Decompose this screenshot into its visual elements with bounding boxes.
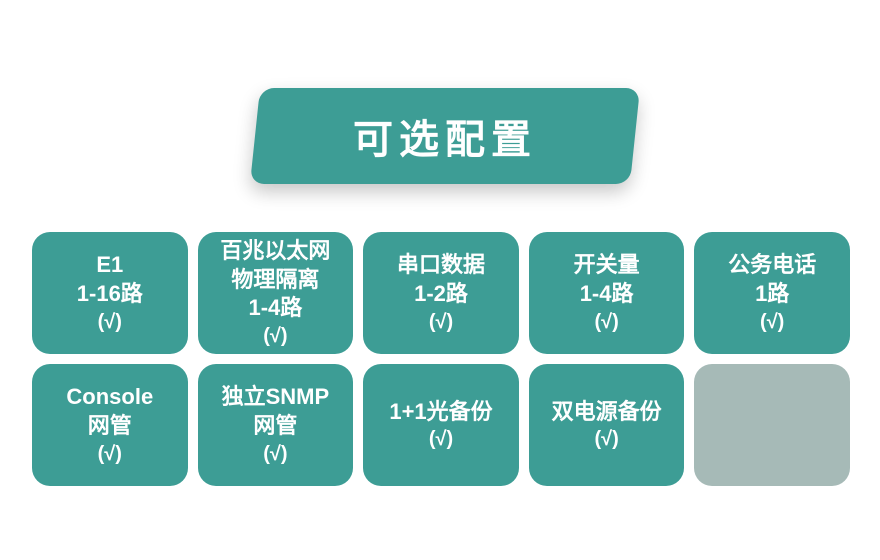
header-box: 可选配置 (250, 88, 640, 184)
card-line: E1 (96, 251, 123, 280)
header-title: 可选配置 (353, 107, 537, 165)
card-check: (√) (760, 309, 784, 335)
card-line: 网管 (253, 412, 297, 441)
option-card-1: 百兆以太网 物理隔离 1-4路 (√) (198, 232, 354, 354)
card-check: (√) (429, 426, 453, 452)
option-card-6: 独立SNMP 网管 (√) (198, 364, 354, 486)
card-check: (√) (594, 309, 618, 335)
card-check: (√) (263, 441, 287, 467)
card-line: Console (66, 383, 153, 412)
card-line: 1路 (755, 280, 789, 309)
card-line: 百兆以太网 (220, 237, 330, 266)
option-card-0: E1 1-16路 (√) (32, 232, 188, 354)
card-check: (√) (98, 441, 122, 467)
card-line: 1+1光备份 (389, 398, 492, 427)
card-line: 双电源备份 (552, 398, 662, 427)
options-grid: E1 1-16路 (√) 百兆以太网 物理隔离 1-4路 (√) 串口数据 1-… (32, 232, 850, 486)
card-check: (√) (263, 323, 287, 349)
card-line: 开关量 (574, 251, 640, 280)
card-line: 独立SNMP (222, 383, 330, 412)
card-line: 物理隔离 (231, 266, 319, 295)
card-line: 1-4路 (580, 280, 634, 309)
card-line: 1-4路 (248, 294, 302, 323)
card-line: 1-2路 (414, 280, 468, 309)
card-line: 串口数据 (397, 251, 485, 280)
option-card-7: 1+1光备份 (√) (363, 364, 519, 486)
card-check: (√) (98, 309, 122, 335)
card-check: (√) (594, 426, 618, 452)
option-card-5: Console 网管 (√) (32, 364, 188, 486)
card-line: 公务电话 (728, 251, 816, 280)
option-card-3: 开关量 1-4路 (√) (529, 232, 685, 354)
option-card-empty (694, 364, 850, 486)
card-check: (√) (429, 309, 453, 335)
option-card-8: 双电源备份 (√) (529, 364, 685, 486)
option-card-2: 串口数据 1-2路 (√) (363, 232, 519, 354)
option-card-4: 公务电话 1路 (√) (694, 232, 850, 354)
card-line: 1-16路 (77, 280, 143, 309)
card-line: 网管 (88, 412, 132, 441)
